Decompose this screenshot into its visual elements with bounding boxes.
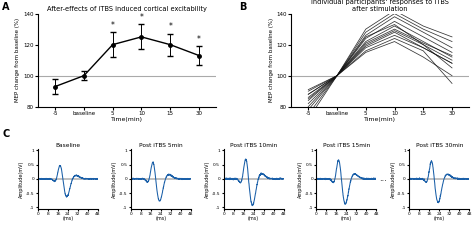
Y-axis label: Amplitude(mV): Amplitude(mV)	[19, 160, 25, 197]
Y-axis label: Amplitude(mV): Amplitude(mV)	[391, 160, 396, 197]
Title: After-effects of iTBS induced cortical excitability: After-effects of iTBS induced cortical e…	[47, 6, 207, 12]
Title: Post iTBS 15min: Post iTBS 15min	[323, 143, 370, 148]
Title: Baseline: Baseline	[55, 143, 81, 148]
Text: *: *	[197, 35, 201, 44]
X-axis label: Time(min): Time(min)	[111, 117, 143, 122]
X-axis label: Time(min): Time(min)	[364, 117, 396, 122]
Text: *: *	[168, 22, 172, 32]
Y-axis label: MEP change from baseline (%): MEP change from baseline (%)	[269, 18, 273, 102]
Text: C: C	[2, 129, 9, 139]
Title: Post iTBS 5min: Post iTBS 5min	[139, 143, 182, 148]
Text: *: *	[139, 13, 143, 22]
Y-axis label: MEP change from baseline (%): MEP change from baseline (%)	[16, 18, 20, 102]
Text: A: A	[2, 2, 10, 12]
X-axis label: (ms): (ms)	[62, 216, 73, 221]
Title: Post iTBS 10min: Post iTBS 10min	[230, 143, 277, 148]
Title: Post iTBS 30min: Post iTBS 30min	[416, 143, 463, 148]
X-axis label: (ms): (ms)	[155, 216, 166, 221]
Text: ...: ...	[379, 174, 387, 183]
X-axis label: (ms): (ms)	[248, 216, 259, 221]
Title: Individual participants' responses to iTBS
after stimulation: Individual participants' responses to iT…	[311, 0, 449, 12]
Y-axis label: Amplitude(mV): Amplitude(mV)	[112, 160, 117, 197]
Text: B: B	[239, 2, 247, 12]
Y-axis label: Amplitude(mV): Amplitude(mV)	[298, 160, 303, 197]
Y-axis label: Amplitude(mV): Amplitude(mV)	[205, 160, 210, 197]
X-axis label: (ms): (ms)	[341, 216, 352, 221]
Text: *: *	[111, 21, 115, 30]
X-axis label: (ms): (ms)	[434, 216, 445, 221]
